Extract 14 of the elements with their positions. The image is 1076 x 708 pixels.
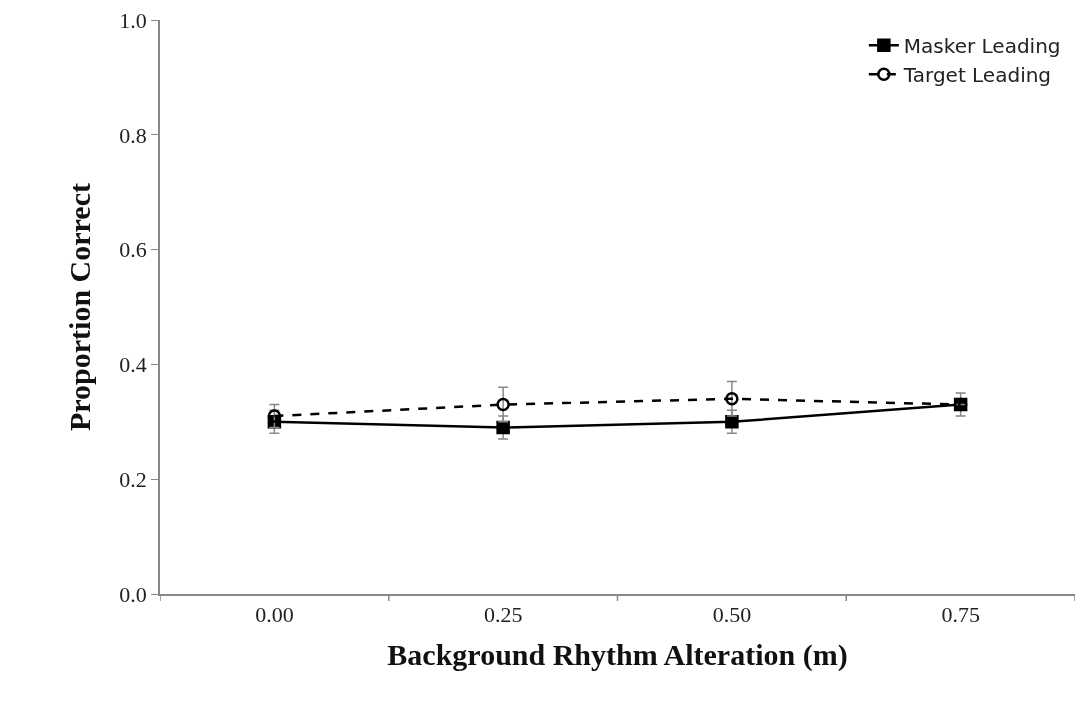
- y-axis-title: Proportion Correct: [62, 183, 96, 431]
- x-tick-label: 0.50: [712, 602, 752, 628]
- y-tick-label: 0.0: [119, 581, 147, 607]
- y-tick-label: 0.4: [119, 352, 147, 378]
- x-tick-label: 0.00: [255, 602, 294, 628]
- x-axis-title: Background Rhythm Alteration (m): [387, 638, 848, 673]
- y-tick-label: 0.6: [119, 237, 147, 263]
- legend-label: Target Leading: [902, 63, 1052, 88]
- legend-label: Masker Leading: [903, 34, 1061, 59]
- x-tick-label: 0.25: [483, 602, 523, 628]
- x-tick-label: 0.75: [941, 602, 980, 628]
- y-tick-label: 0.2: [119, 466, 147, 492]
- y-tick-label: 0.8: [119, 122, 147, 148]
- y-tick-label: 1.0: [119, 7, 147, 33]
